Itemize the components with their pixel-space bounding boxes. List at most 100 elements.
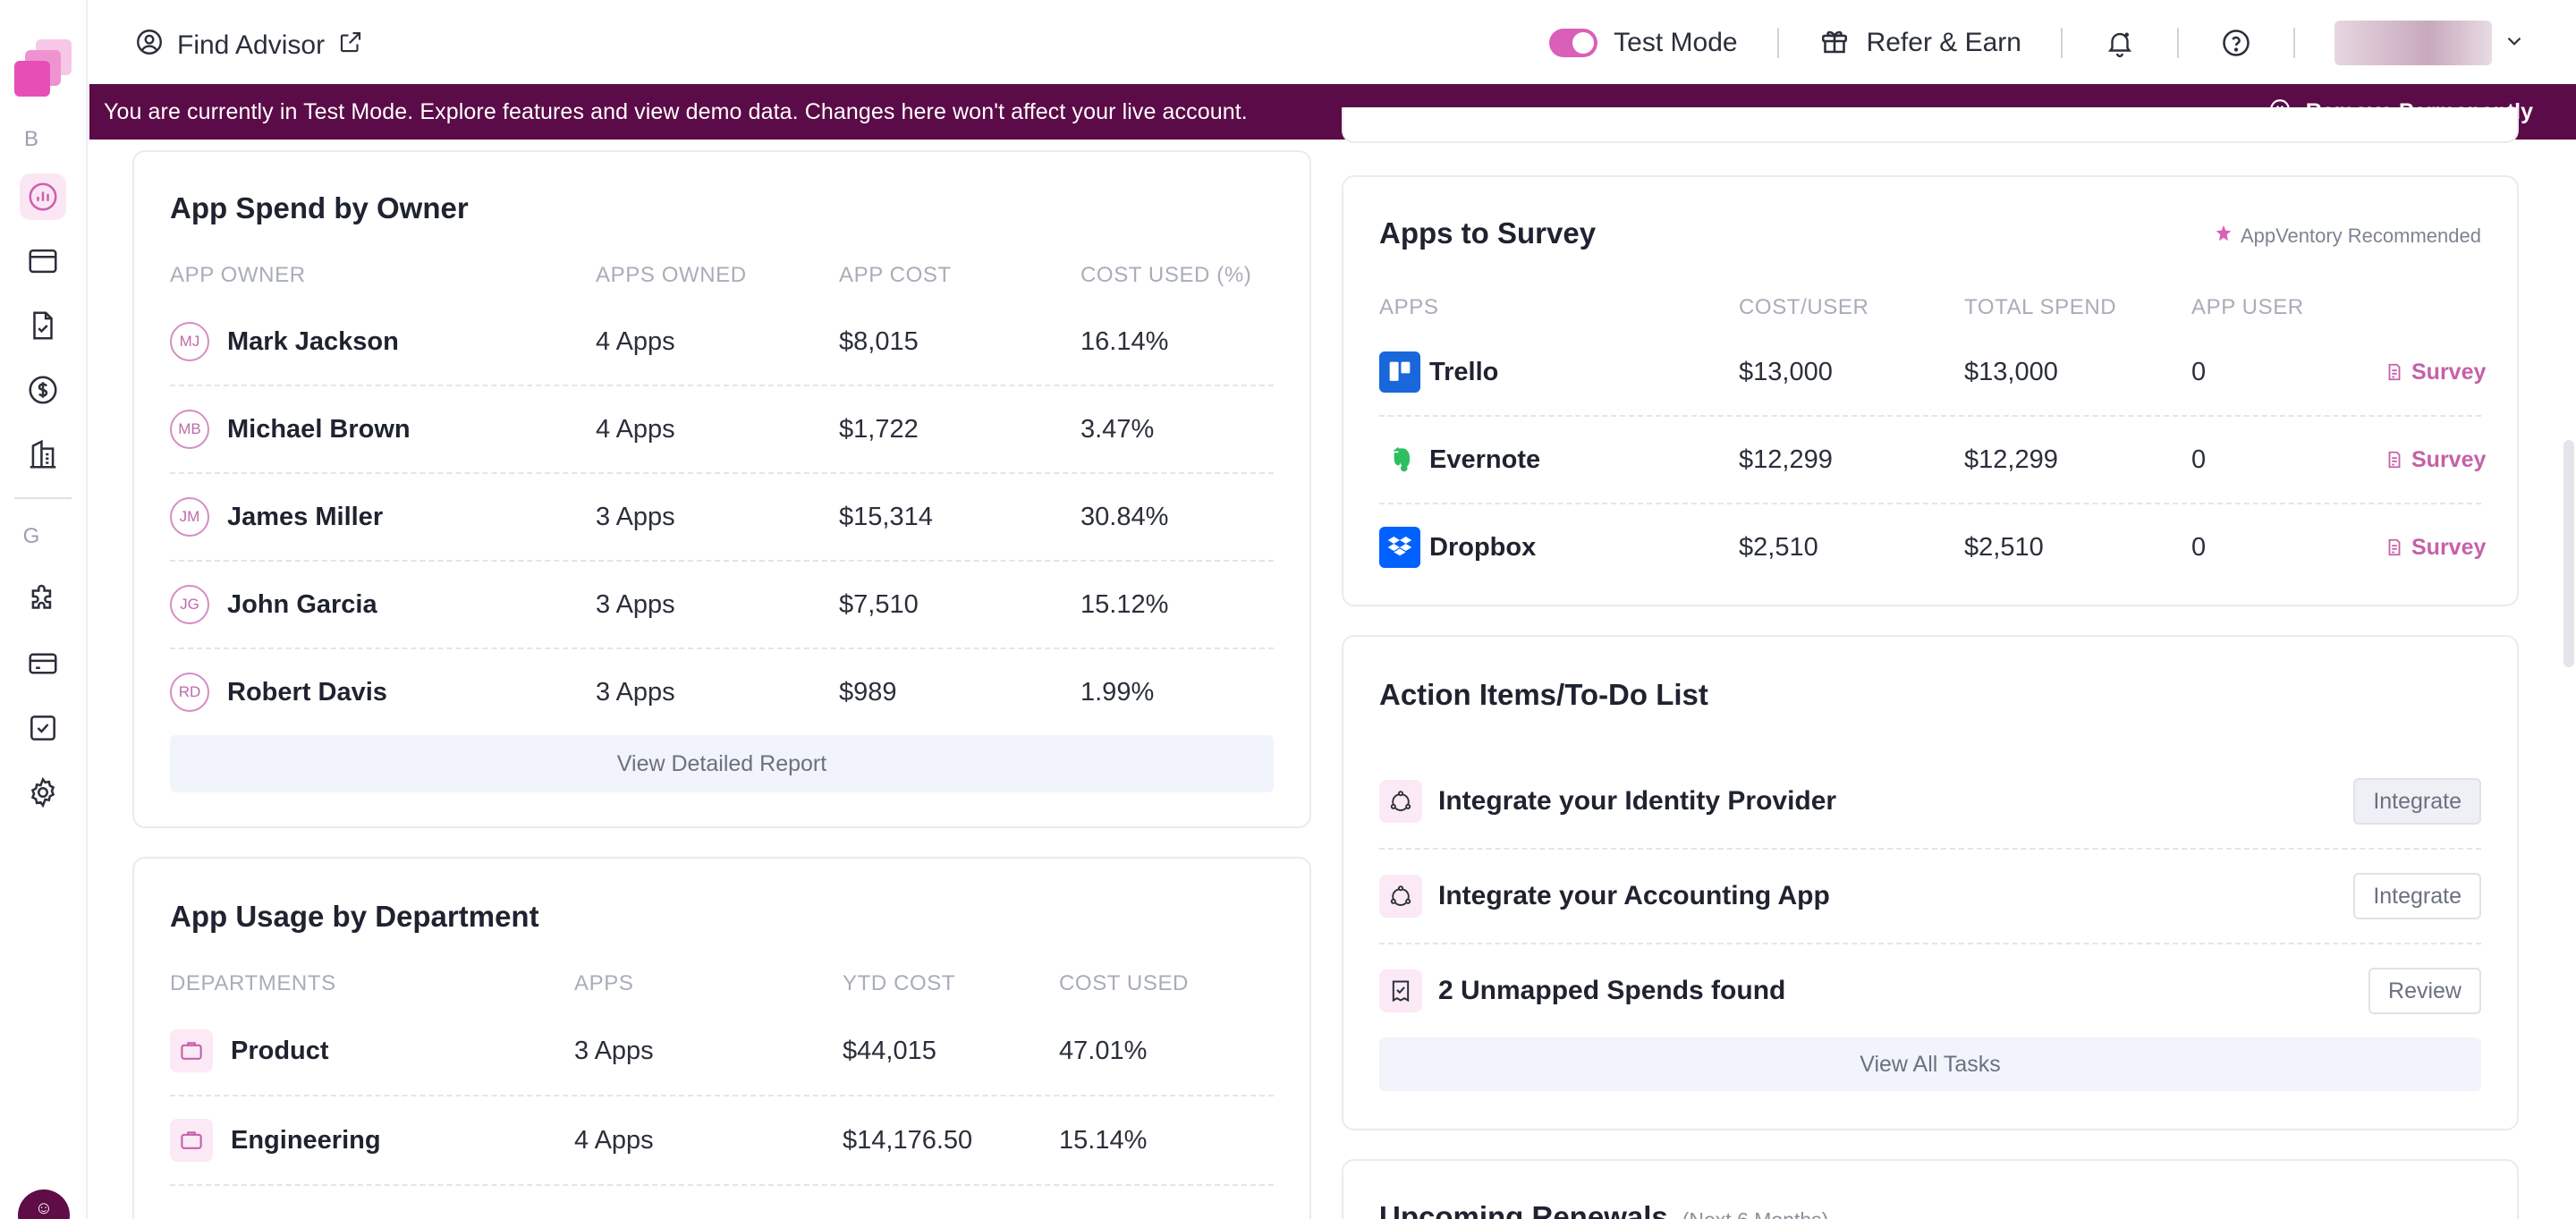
previous-card-bottom bbox=[1342, 107, 2519, 143]
document-check-icon[interactable] bbox=[20, 302, 66, 349]
owner-name: James Miller bbox=[227, 502, 384, 531]
column-header: APP COST bbox=[839, 263, 952, 287]
survey-label: Survey bbox=[2411, 446, 2487, 472]
cost-used-pct: 16.14% bbox=[1080, 326, 1169, 356]
total-spend: $13,000 bbox=[1964, 357, 2058, 386]
sidebar-divider bbox=[14, 497, 72, 499]
table-row[interactable]: Product 3 Apps $44,015 47.01% bbox=[170, 1007, 1274, 1096]
integrate-button[interactable]: Integrate bbox=[2353, 873, 2481, 919]
table-row[interactable]: Dropbox $2,510 $2,510 0 Survey bbox=[1379, 504, 2486, 592]
left-sidebar: B G ☺ bbox=[0, 0, 88, 1219]
column-header: COST USED bbox=[1059, 971, 1189, 995]
table-row[interactable]: RD Robert Davis 3 Apps $989 1.99% bbox=[170, 649, 1274, 737]
app-cost: $989 bbox=[839, 677, 897, 707]
bell-icon[interactable] bbox=[2102, 25, 2138, 61]
survey-icon bbox=[2388, 363, 2401, 381]
evernote-logo-icon bbox=[1379, 439, 1420, 480]
table-row[interactable]: MJ Mark Jackson 4 Apps $8,015 16.14% bbox=[170, 299, 1274, 386]
owner-initials-avatar: RD bbox=[170, 673, 209, 712]
table-row[interactable]: JM James Miller 3 Apps $15,314 30.84% bbox=[170, 474, 1274, 562]
app-cost: $1,722 bbox=[839, 414, 919, 444]
settings-icon[interactable] bbox=[20, 769, 66, 816]
survey-button[interactable]: Survey bbox=[2385, 535, 2486, 561]
recommended-badge: AppVentory Recommended bbox=[2214, 224, 2481, 249]
cost-used-pct: 1.99% bbox=[1080, 677, 1155, 707]
app-user-count: 0 bbox=[2191, 444, 2207, 474]
find-advisor-link[interactable]: Find Advisor bbox=[134, 27, 364, 64]
test-mode-toggle[interactable] bbox=[1549, 29, 1598, 57]
divider bbox=[2293, 28, 2295, 58]
view-detailed-report-button[interactable]: View Detailed Report bbox=[170, 735, 1274, 792]
owner-initials-avatar: JM bbox=[170, 497, 209, 537]
topbar-actions: Test Mode Refer & Earn bbox=[1549, 20, 2526, 66]
app-cost: $15,314 bbox=[839, 502, 933, 531]
app-user-count: 0 bbox=[2191, 357, 2207, 386]
trello-logo-icon bbox=[1379, 351, 1420, 393]
department-name: Engineering bbox=[231, 1125, 381, 1155]
upcoming-renewals-card: Upcoming Renewals (Next 6 Months) bbox=[1342, 1159, 2519, 1219]
puzzle-icon[interactable] bbox=[20, 576, 66, 622]
table-row[interactable]: JG John Garcia 3 Apps $7,510 15.12% bbox=[170, 562, 1274, 649]
card-title: App Usage by Department bbox=[170, 900, 539, 933]
user-avatar[interactable]: ☺ bbox=[18, 1189, 70, 1219]
cost-used-pct: 30.84% bbox=[1080, 502, 1169, 531]
task-item[interactable]: Integrate your Accounting App Integrate bbox=[1379, 850, 2481, 944]
app-logo[interactable] bbox=[13, 39, 72, 98]
refer-earn-button[interactable]: Refer & Earn bbox=[1818, 25, 2021, 62]
table-row[interactable]: Evernote $12,299 $12,299 0 Survey bbox=[1379, 417, 2486, 504]
receipt-check-icon bbox=[1379, 969, 1422, 1012]
refer-earn-label: Refer & Earn bbox=[1866, 28, 2021, 57]
profile-menu[interactable] bbox=[2334, 21, 2526, 65]
task-item[interactable]: Integrate your Identity Provider Integra… bbox=[1379, 755, 2481, 850]
task-item[interactable]: 2 Unmapped Spends found Review bbox=[1379, 944, 2481, 1039]
building-icon[interactable] bbox=[20, 431, 66, 478]
app-name: Evernote bbox=[1429, 444, 1541, 474]
help-icon[interactable] bbox=[2218, 25, 2254, 61]
divider bbox=[1776, 28, 1779, 58]
apps-owned: 4 Apps bbox=[596, 326, 675, 356]
apps-to-survey-card: Apps to Survey AppVentory Recommended AP… bbox=[1342, 175, 2519, 606]
cost-per-user: $13,000 bbox=[1739, 357, 1833, 386]
sync-icon bbox=[1379, 875, 1422, 918]
top-bar: Find Advisor Test Mode Refer & Earn bbox=[88, 4, 2576, 82]
owner-name: Robert Davis bbox=[227, 677, 387, 707]
table-row[interactable]: MB Michael Brown 4 Apps $1,722 3.47% bbox=[170, 386, 1274, 474]
credit-card-icon[interactable] bbox=[20, 640, 66, 687]
app-user-count: 0 bbox=[2191, 532, 2207, 562]
briefcase-icon bbox=[170, 1119, 213, 1162]
review-button[interactable]: Review bbox=[2368, 968, 2481, 1014]
dollar-icon[interactable] bbox=[20, 367, 66, 413]
survey-button[interactable]: Survey bbox=[2385, 360, 2486, 385]
star-icon bbox=[2214, 224, 2233, 249]
find-advisor-label: Find Advisor bbox=[177, 30, 326, 60]
briefcase-icon bbox=[170, 1029, 213, 1072]
column-header: COST USED (%) bbox=[1080, 263, 1252, 287]
column-header: APPS bbox=[574, 971, 634, 995]
cost-used: 15.14% bbox=[1059, 1125, 1148, 1155]
apps-owned: 3 Apps bbox=[596, 677, 675, 707]
external-link-icon bbox=[337, 29, 364, 63]
integrate-button[interactable]: Integrate bbox=[2353, 778, 2481, 825]
browser-window-icon[interactable] bbox=[20, 238, 66, 284]
column-header: TOTAL SPEND bbox=[1964, 295, 2117, 319]
app-name: Dropbox bbox=[1429, 532, 1537, 562]
apps-owned: 3 Apps bbox=[596, 502, 675, 531]
task-label: Integrate your Accounting App bbox=[1438, 881, 1830, 910]
checkbox-icon[interactable] bbox=[20, 705, 66, 751]
column-header: APP OWNER bbox=[170, 263, 306, 287]
column-header: COST/USER bbox=[1739, 295, 1869, 319]
app-usage-by-department-card: App Usage by Department DEPARTMENTS APPS… bbox=[132, 857, 1311, 1219]
table-row[interactable]: Trello $13,000 $13,000 0 Survey bbox=[1379, 329, 2486, 417]
page-scrollbar[interactable] bbox=[2563, 440, 2574, 667]
app-spend-by-owner-card: App Spend by Owner APP OWNER APPS OWNED … bbox=[132, 150, 1311, 828]
divider bbox=[2177, 28, 2179, 58]
survey-button[interactable]: Survey bbox=[2385, 447, 2486, 473]
table-row[interactable]: Engineering 4 Apps $14,176.50 15.14% bbox=[170, 1096, 1274, 1186]
view-all-tasks-button[interactable]: View All Tasks bbox=[1379, 1037, 2481, 1091]
owner-initials-avatar: JG bbox=[170, 585, 209, 624]
total-spend: $2,510 bbox=[1964, 532, 2044, 562]
renewals-header: Upcoming Renewals (Next 6 Months) bbox=[1379, 1200, 1828, 1219]
gift-icon bbox=[1818, 25, 1851, 62]
survey-label: Survey bbox=[2411, 534, 2487, 560]
dashboard-icon[interactable] bbox=[20, 174, 66, 220]
